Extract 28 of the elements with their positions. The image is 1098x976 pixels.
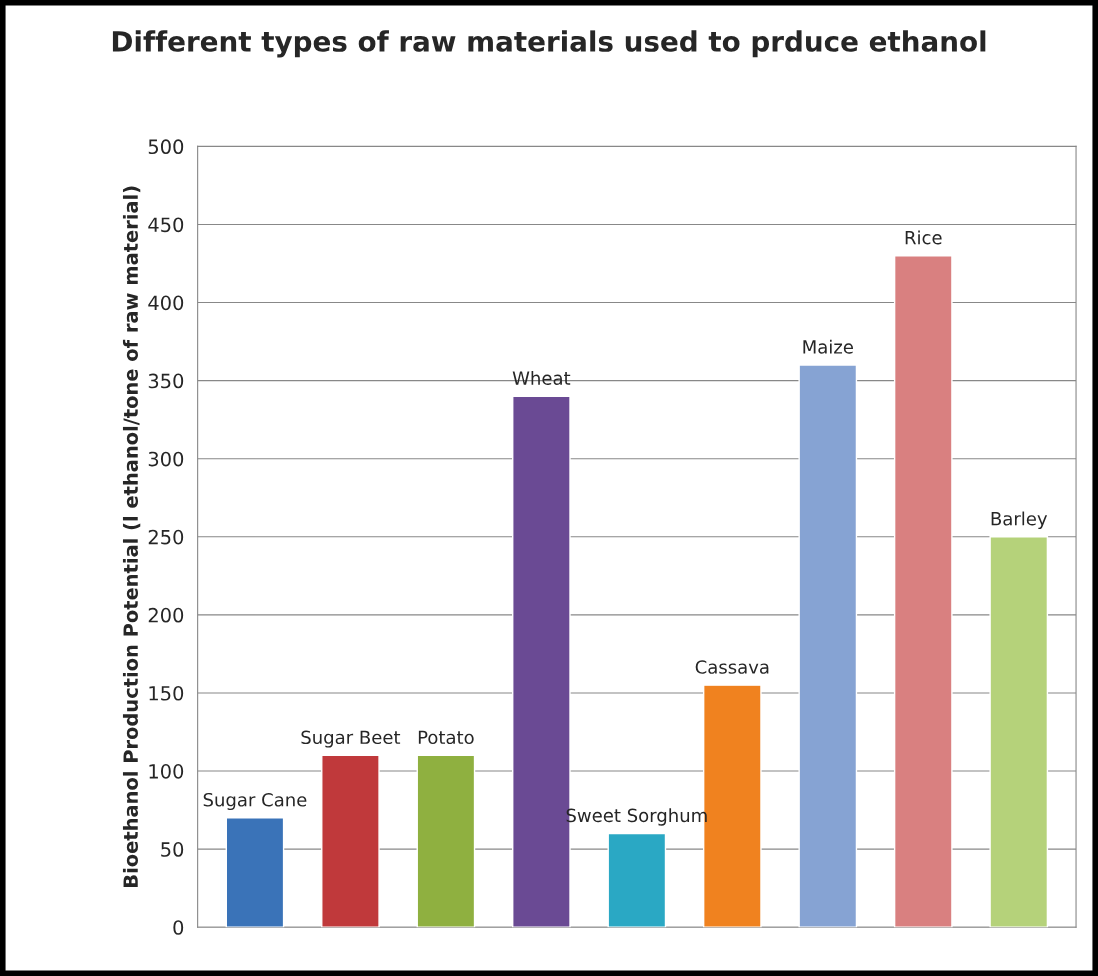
bar <box>416 754 476 928</box>
bar <box>989 536 1049 928</box>
y-axis-title: Bioethanol Production Potential (l ethanol/tone of raw material) <box>122 186 141 887</box>
y-tick-label: 450 <box>148 217 184 233</box>
bar <box>225 817 285 928</box>
x-tick-label: Maize <box>803 339 853 354</box>
x-tick-label: Wheat <box>512 370 571 385</box>
y-tick-label: 150 <box>149 685 184 701</box>
chart-title: Different types of raw materials used to prduce ethanol <box>112 30 986 58</box>
bar <box>798 364 858 928</box>
y-tick-label: 200 <box>148 607 184 623</box>
x-tick-label: Potato <box>418 730 474 745</box>
x-tick-label: Cassava <box>695 660 769 674</box>
y-tick-label: 0 <box>173 920 184 935</box>
y-tick-label: 350 <box>148 373 184 389</box>
x-tick-label: Sugar Cane <box>203 792 307 811</box>
y-tick-label: 250 <box>148 529 184 545</box>
y-tick-label: 300 <box>148 451 184 467</box>
y-tick-label: 500 <box>148 139 184 155</box>
x-tick-label: Rice <box>905 230 942 245</box>
y-tick-label: 50 <box>161 842 184 857</box>
x-tick-label: Sugar Beet <box>301 730 401 748</box>
y-tick-label: 100 <box>149 764 184 779</box>
bar <box>607 832 667 928</box>
bar <box>321 754 380 928</box>
y-tick-label: 400 <box>148 295 184 311</box>
bar <box>893 255 953 928</box>
x-tick-label: Barley <box>991 511 1048 529</box>
